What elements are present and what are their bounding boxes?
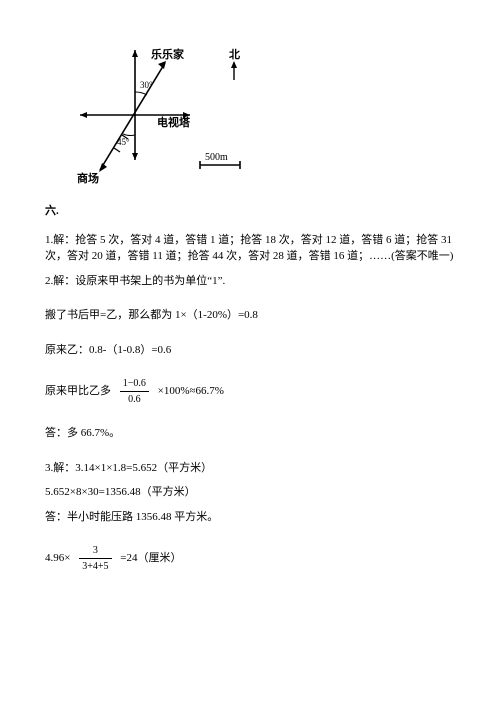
angle-top-label: 30°: [140, 80, 153, 90]
problem-3-step2: 5.652×8×30=1356.48（平方米）: [45, 484, 455, 501]
lelejia-label: 乐乐家: [151, 47, 185, 61]
p2d-pre: 原来甲比乙多: [45, 385, 111, 397]
p4-pre: 4.96×: [45, 552, 70, 564]
problem-2-step1: 搬了书后甲=乙，那么都为 1×（1-20%）=0.8: [45, 307, 455, 324]
problem-2-answer: 答：多 66.7%。: [45, 425, 455, 442]
fraction-1: 1−0.6 0.6: [120, 376, 149, 407]
angle-bottom-label: 45°: [117, 137, 130, 147]
fraction-2-num: 3: [79, 543, 111, 559]
fraction-2-den: 3+4+5: [79, 559, 111, 574]
fraction-1-num: 1−0.6: [120, 376, 149, 392]
problem-3-answer: 答：半小时能压路 1356.48 平方米。: [45, 509, 455, 526]
problem-2-setup: 2.解：设原来甲书架上的书为单位“1”.: [45, 273, 455, 290]
direction-diagram: 30° 45° 乐乐家 北 电视塔 商场 500m: [65, 30, 255, 185]
problem-2-step2: 原来乙：0.8-（1-0.8）=0.6: [45, 342, 455, 359]
section-title: 六.: [45, 203, 455, 220]
scale-label: 500m: [205, 152, 228, 163]
problem-1: 1.解：抢答 5 次，答对 4 道，答错 1 道；抢答 18 次，答对 12 道…: [45, 232, 455, 265]
mall-label: 商场: [77, 171, 99, 185]
p2d-post: ×100%≈66.7%: [158, 385, 224, 397]
fraction-1-den: 0.6: [120, 392, 149, 407]
tower-label: 电视塔: [157, 115, 191, 129]
fraction-2: 3 3+4+5: [79, 543, 111, 574]
problem-3-step1: 3.解：3.14×1×1.8=5.652（平方米）: [45, 460, 455, 477]
problem-2-step3: 原来甲比乙多 1−0.6 0.6 ×100%≈66.7%: [45, 376, 455, 407]
problem-4: 4.96× 3 3+4+5 =24（厘米）: [45, 543, 455, 574]
p4-post: =24（厘米）: [120, 552, 181, 564]
north-label: 北: [229, 47, 240, 61]
